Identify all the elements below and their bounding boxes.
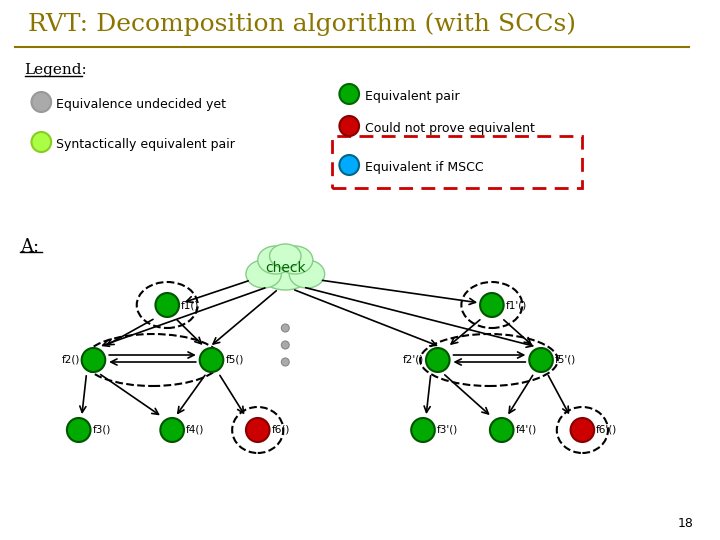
Circle shape	[339, 155, 359, 175]
Circle shape	[81, 348, 105, 372]
Text: f1(): f1()	[181, 300, 199, 310]
Text: Equivalence undecided yet: Equivalence undecided yet	[56, 98, 226, 111]
Text: f1'(): f1'()	[505, 300, 527, 310]
Circle shape	[282, 341, 289, 349]
Text: check: check	[265, 261, 305, 275]
Ellipse shape	[277, 246, 312, 274]
Text: f4'(): f4'()	[516, 425, 536, 435]
Text: f2'(): f2'()	[402, 355, 424, 365]
Text: f2(): f2()	[61, 355, 80, 365]
Text: f6(): f6()	[271, 425, 290, 435]
Circle shape	[490, 418, 513, 442]
Circle shape	[339, 84, 359, 104]
Text: A:: A:	[19, 238, 39, 256]
Circle shape	[32, 132, 51, 152]
Circle shape	[67, 418, 91, 442]
Text: f4(): f4()	[186, 425, 204, 435]
Circle shape	[32, 92, 51, 112]
Ellipse shape	[246, 260, 282, 288]
Circle shape	[246, 418, 269, 442]
Circle shape	[156, 293, 179, 317]
Text: Syntactically equivalent pair: Syntactically equivalent pair	[56, 138, 235, 151]
Circle shape	[282, 324, 289, 332]
Text: Equivalent pair: Equivalent pair	[365, 90, 459, 103]
Text: 18: 18	[678, 517, 693, 530]
Ellipse shape	[258, 250, 312, 290]
Text: Could not prove equivalent: Could not prove equivalent	[365, 122, 535, 135]
Circle shape	[570, 418, 594, 442]
Circle shape	[480, 293, 504, 317]
Circle shape	[411, 418, 435, 442]
Text: Legend:: Legend:	[24, 63, 87, 77]
Circle shape	[282, 358, 289, 366]
Circle shape	[339, 116, 359, 136]
Text: f3(): f3()	[92, 425, 111, 435]
Text: f3'(): f3'()	[437, 425, 458, 435]
Bar	[331, 136, 582, 188]
Ellipse shape	[258, 246, 293, 274]
Text: f5(): f5()	[225, 355, 243, 365]
Circle shape	[199, 348, 223, 372]
Circle shape	[161, 418, 184, 442]
Ellipse shape	[269, 244, 301, 268]
Circle shape	[426, 348, 449, 372]
Text: f6'(): f6'()	[596, 425, 618, 435]
Ellipse shape	[289, 260, 325, 288]
Text: Equivalent if MSCC: Equivalent if MSCC	[365, 161, 484, 174]
Text: f5'(): f5'()	[555, 355, 576, 365]
Circle shape	[529, 348, 553, 372]
Text: RVT: Decomposition algorithm (with SCCs): RVT: Decomposition algorithm (with SCCs)	[27, 12, 575, 36]
